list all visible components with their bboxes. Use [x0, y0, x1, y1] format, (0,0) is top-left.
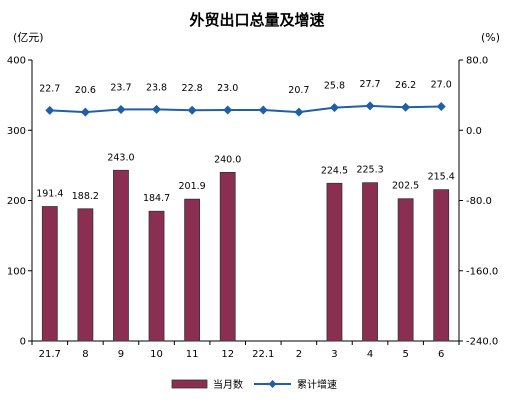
bar-data-label: 201.9 [179, 181, 206, 192]
bar-data-label: 225.3 [356, 165, 383, 176]
x-tick-label: 22.1 [252, 349, 274, 360]
left-tick-label: 300 [7, 126, 26, 137]
growth-data-label: 27.7 [359, 79, 380, 90]
bar-data-label: 240.0 [214, 154, 241, 165]
right-tick-label: 80.0 [466, 56, 488, 67]
growth-data-label: 27.0 [431, 80, 452, 91]
x-tick-label: 21.7 [39, 349, 61, 360]
right-tick-label: -160.0 [466, 266, 498, 277]
growth-data-label: 22.7 [39, 83, 60, 94]
bar [433, 189, 450, 342]
x-tick-label: 2 [296, 349, 302, 360]
legend: 当月数 累计增速 [171, 378, 337, 391]
bar [362, 182, 378, 342]
growth-point [401, 102, 411, 112]
bar [148, 210, 165, 342]
growth-point [365, 101, 375, 111]
left-tick-label: 100 [7, 266, 26, 277]
growth-point [258, 105, 268, 115]
growth-point [329, 103, 339, 113]
x-tick-label: 10 [150, 349, 163, 360]
right-tick-label: -80.0 [466, 196, 492, 207]
left-tick-label: 0 [20, 337, 26, 348]
x-tick-label: 11 [186, 349, 199, 360]
bar-data-label: 224.5 [321, 165, 348, 176]
bar-data-label: 191.4 [36, 189, 63, 200]
bar [41, 206, 58, 342]
growth-data-label: 26.2 [395, 80, 416, 91]
right-axis-unit: (%) [481, 31, 500, 44]
bar-data-label: 202.5 [392, 181, 419, 192]
growth-data-label: 23.8 [146, 82, 167, 93]
right-tick-label: 0.0 [466, 126, 482, 137]
x-tick-label: 4 [367, 349, 373, 360]
bar-data-label: 215.4 [428, 172, 455, 183]
growth-point [436, 102, 446, 112]
growth-point [187, 105, 197, 115]
x-tick-label: 8 [82, 349, 88, 360]
x-tick-label: 12 [221, 349, 234, 360]
x-tick-label: 3 [331, 349, 337, 360]
bar [397, 198, 414, 342]
legend-line-label: 累计增速 [297, 378, 337, 391]
growth-data-label: 22.8 [182, 83, 203, 94]
x-tick-label: 9 [118, 349, 124, 360]
bar [326, 182, 343, 342]
left-tick-label: 200 [7, 196, 26, 207]
right-tick-label: -240.0 [466, 337, 498, 348]
bar [113, 169, 129, 342]
growth-point [152, 104, 162, 114]
bar-data-label: 243.0 [107, 152, 134, 163]
growth-point [80, 107, 90, 117]
growth-data-label: 23.7 [110, 82, 131, 93]
growth-data-label: 23.0 [217, 83, 238, 94]
chart-title: 外贸出口总量及增速 [188, 11, 324, 29]
left-axis-unit: (亿元) [13, 31, 44, 44]
x-tick-label: 5 [402, 349, 408, 360]
growth-data-label: 25.8 [324, 81, 345, 92]
growth-data-label: 20.7 [288, 85, 309, 96]
bar-data-label: 184.7 [143, 193, 170, 204]
bar [219, 171, 236, 342]
legend-bar-label: 当月数 [213, 378, 243, 391]
legend-bar-swatch [171, 379, 208, 389]
left-tick-label: 400 [7, 56, 26, 67]
growth-point [294, 107, 304, 117]
growth-point [223, 105, 233, 115]
x-tick-label: 6 [438, 349, 444, 360]
plot-area: 0 100 200 300 400 -240.0 -160.0 -80.0 0.0 80.0 21.… [7, 56, 498, 361]
growth-point [116, 104, 126, 114]
growth-line [49, 104, 442, 114]
bar [77, 208, 94, 342]
growth-data-label: 20.6 [75, 85, 96, 96]
legend-line-marker [268, 380, 277, 388]
bar [184, 198, 201, 342]
growth-point [45, 105, 55, 115]
bar-data-label: 188.2 [72, 191, 99, 202]
